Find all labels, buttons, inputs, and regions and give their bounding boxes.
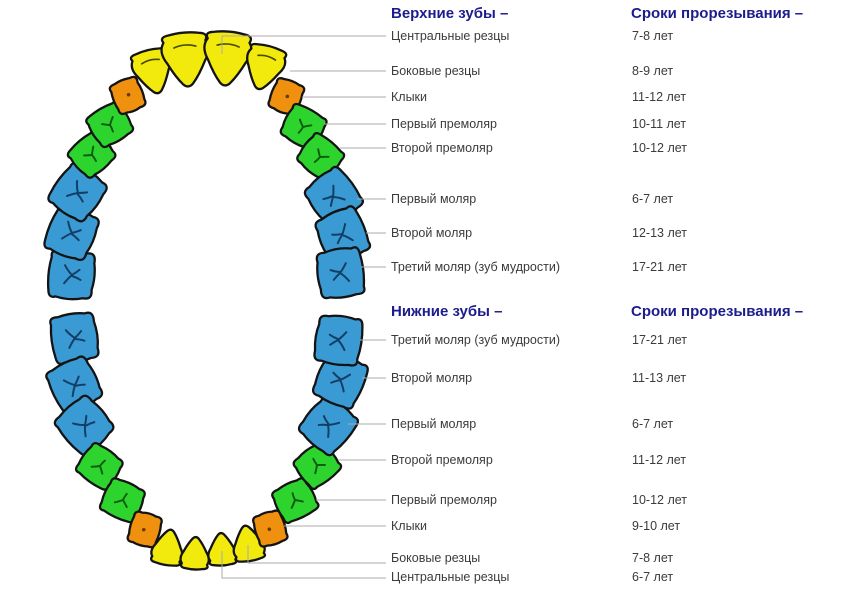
tooth-lower-central-incisor [207, 531, 238, 567]
tooth-fissure [90, 459, 106, 475]
tooth-upper-canine [108, 75, 147, 116]
tooth-fissure [64, 329, 86, 349]
tooth-body [149, 528, 184, 567]
lower-teeth-arch [45, 311, 369, 571]
lower-tooth-label: Клыки [391, 519, 428, 533]
tooth-body [129, 47, 172, 95]
tooth-lower-molar [313, 314, 364, 367]
tooth-cusp-dot [267, 527, 272, 532]
tooth-fissure [216, 43, 240, 48]
tooth-cusp-dot [141, 527, 146, 532]
tooth-fissure [290, 492, 304, 509]
tooth-fissure [63, 264, 82, 285]
tooth-body [246, 42, 288, 91]
tooth-fissure [313, 148, 330, 163]
tooth-fissure [297, 118, 313, 134]
upper-tooth-label: Первый премоляр [391, 117, 497, 131]
tooth-cusp-dot [126, 92, 131, 97]
tooth-lower-molar [49, 311, 100, 366]
tooth-fissure [329, 262, 351, 282]
tooth-upper-lateral-incisor [246, 42, 288, 91]
tooth-upper-central-incisor [203, 30, 253, 87]
lower-tooth-label: Боковые резцы [391, 551, 481, 565]
upper-eruption-age: 7-8 лет [632, 29, 674, 43]
leader-line [247, 545, 386, 564]
tooth-body [203, 30, 253, 87]
tooth-upper-lateral-incisor [129, 47, 172, 95]
tooth-lower-lateral-incisor [149, 528, 184, 567]
tooth-fissure [257, 54, 277, 61]
tooth-fissure [312, 457, 326, 475]
upper-eruption-age: 8-9 лет [632, 64, 674, 78]
upper-tooth-label: Третий моляр (зуб мудрости) [391, 260, 561, 274]
lower-eruption-age: 7-8 лет [632, 551, 674, 565]
upper-tooth-label: Первый моляр [391, 192, 477, 206]
tooth-fissure [113, 492, 128, 509]
lower-eruption-age: 6-7 лет [632, 417, 674, 431]
lower-eruption-age: 17-21 лет [632, 333, 687, 347]
upper-teeth-arch [43, 30, 372, 301]
tooth-fissure [101, 115, 114, 133]
tooth-lower-canine [126, 510, 163, 549]
upper-teeth-heading: Верхние зубы – [391, 5, 509, 22]
tooth-fissure [72, 414, 96, 438]
tooth-fissure [65, 179, 89, 203]
tooth-upper-central-incisor [160, 31, 210, 88]
tooth-fissure [317, 415, 341, 439]
tooth-fissure [330, 371, 352, 393]
tooth-cusp-dot [285, 94, 290, 99]
lower-timing-heading: Сроки прорезывания – [631, 303, 804, 320]
lower-eruption-age: 9-10 лет [632, 519, 681, 533]
lower-eruption-age: 6-7 лет [632, 570, 674, 584]
upper-tooth-label: Боковые резцы [391, 64, 481, 78]
upper-tooth-label: Центральные резцы [391, 29, 510, 43]
leader-line [221, 35, 386, 54]
lower-eruption-age: 11-13 лет [632, 371, 687, 385]
leader-line [221, 551, 386, 579]
tooth-body [160, 31, 210, 88]
lower-eruption-age: 10-12 лет [632, 493, 687, 507]
lower-tooth-label: Второй моляр [391, 371, 473, 385]
lower-tooth-label: Первый премоляр [391, 493, 497, 507]
upper-tooth-label: Второй премоляр [391, 141, 493, 155]
tooth-fissure [140, 58, 160, 65]
upper-eruption-age: 12-13 лет [632, 226, 687, 240]
tooth-fissure [331, 223, 354, 245]
upper-eruption-age: 10-11 лет [632, 117, 687, 131]
upper-eruption-age: 6-7 лет [632, 192, 674, 206]
tooth-fissure [173, 44, 197, 49]
lower-tooth-label: Третий моляр (зуб мудрости) [391, 333, 561, 347]
tooth-lower-premolar [74, 442, 124, 491]
tooth-lower-premolar [98, 477, 146, 524]
tooth-body [207, 531, 238, 567]
tooth-fissure [61, 220, 82, 242]
tooth-fissure [62, 375, 86, 398]
leader-lines [221, 35, 386, 579]
tooth-fissure [322, 184, 346, 207]
upper-timing-heading: Сроки прорезывания – [631, 5, 804, 22]
tooth-upper-molar [315, 246, 366, 300]
tooth-lower-central-incisor [179, 535, 210, 571]
tooth-body [179, 535, 210, 571]
lower-tooth-label: Второй премоляр [391, 453, 493, 467]
upper-eruption-age: 10-12 лет [632, 141, 687, 155]
dental-arches-illustration [43, 30, 386, 579]
lower-tooth-label: Центральные резцы [391, 570, 510, 584]
tooth-lower-molar [53, 394, 115, 457]
upper-eruption-age: 11-12 лет [632, 90, 687, 104]
upper-eruption-age: 17-21 лет [632, 260, 687, 274]
tooth-fissure [328, 331, 348, 352]
upper-tooth-label: Клыки [391, 90, 428, 104]
lower-tooth-label: Первый моляр [391, 417, 477, 431]
lower-teeth-heading: Нижние зубы – [391, 303, 503, 320]
tooth-fissure [83, 145, 97, 162]
upper-tooth-label: Второй моляр [391, 226, 473, 240]
lower-eruption-age: 11-12 лет [632, 453, 687, 467]
